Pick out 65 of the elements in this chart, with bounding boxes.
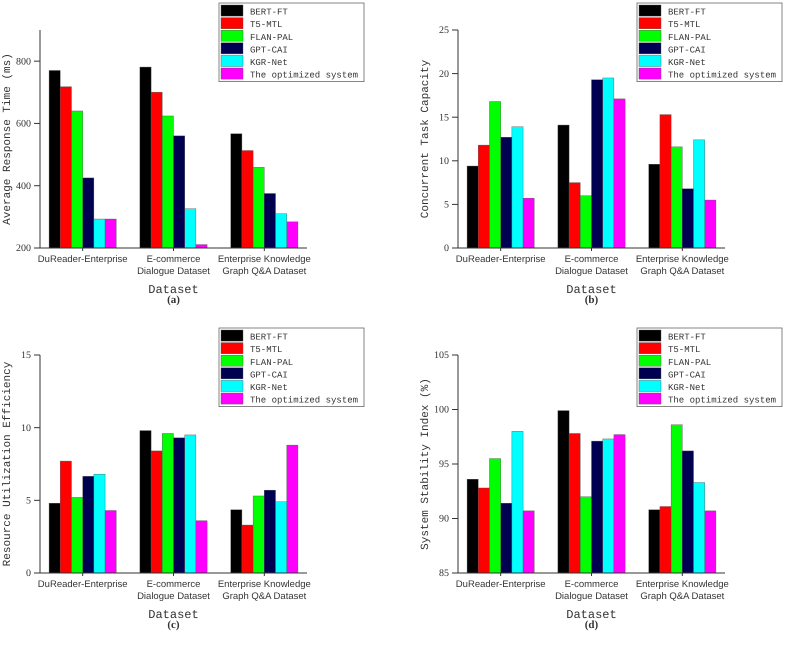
text: (a) — [167, 294, 180, 306]
legend-label: BERT-FT — [668, 8, 706, 18]
x-tick-label: DuReader-Enterprise — [38, 579, 128, 590]
legend-label: GPT-CAI — [668, 45, 706, 56]
x-tick-label: DuReader-Enterprise — [456, 254, 546, 265]
legend-label: GPT-CAI — [250, 45, 288, 56]
y-tick-label: 25 — [439, 25, 449, 36]
legend-label: FLAN-PAL — [250, 32, 294, 43]
legend-label: GPT-CAI — [668, 370, 706, 380]
legend-label: T5-MTL — [250, 345, 282, 356]
legend-label: KGR-Net — [250, 58, 288, 68]
y-tick-label: 5 — [26, 496, 31, 507]
legend-label: FLAN-PAL — [250, 358, 294, 368]
legend-label: BERT-FT — [250, 8, 288, 18]
x-axis-title: Dataset — [148, 283, 199, 297]
x-tick-label: DuReader-Enterprise — [38, 254, 128, 265]
legend-label: KGR-Net — [668, 58, 706, 68]
y-tick-label: 600 — [16, 118, 31, 130]
x-tick-label: Enterprise Knowledge Graph Q&A Dataset — [218, 579, 311, 602]
legend-label: FLAN-PAL — [668, 358, 712, 368]
x-axis-title: Dataset — [148, 608, 199, 622]
y-tick-label: 15 — [439, 112, 449, 124]
legend-label: GPT-CAI — [250, 370, 288, 380]
y-tick-label: 0 — [444, 243, 449, 254]
y-axis-title: Concurrent Task Capacity — [420, 59, 432, 218]
x-tick-label: E-commerce Dialogue Dataset — [555, 579, 628, 602]
y-tick-label: 10 — [439, 156, 449, 167]
y-tick-label: 0 — [26, 568, 31, 580]
y-tick-label: 400 — [16, 180, 31, 192]
y-axis-title: Average Response Time (ms) — [2, 53, 14, 225]
legend-label: The optimized system — [668, 70, 776, 81]
y-tick-label: 85 — [439, 568, 449, 580]
text: (d) — [584, 619, 599, 631]
legend-label: BERT-FT — [668, 332, 706, 343]
x-tick-label: E-commerce Dialogue Dataset — [137, 254, 210, 277]
y-tick-label: 5 — [444, 200, 449, 211]
legend-label: KGR-Net — [250, 383, 288, 393]
y-axis-title: Resource Utilization Efficiency — [2, 361, 14, 566]
y-tick-label: 105 — [434, 350, 449, 362]
legend-label: T5-MTL — [250, 20, 282, 30]
text: (c) — [167, 619, 180, 631]
legend-label: T5-MTL — [668, 345, 700, 356]
y-tick-label: 15 — [21, 350, 31, 362]
legend-label: The optimized system — [250, 70, 358, 81]
y-tick-label: 200 — [16, 243, 31, 254]
y-tick-label: 90 — [439, 514, 449, 525]
legend-label: FLAN-PAL — [668, 32, 712, 43]
y-tick-label: 10 — [21, 422, 31, 434]
y-axis-title: System Stability Index (%) — [420, 378, 432, 550]
y-tick-label: 800 — [16, 56, 31, 68]
y-tick-label: 100 — [434, 404, 449, 416]
y-tick-label: 95 — [439, 459, 449, 470]
x-tick-label: Enterprise Knowledge Graph Q&A Dataset — [218, 254, 311, 277]
legend-label: T5-MTL — [668, 20, 700, 30]
legend-label: The optimized system — [250, 396, 358, 406]
x-tick-label: E-commerce Dialogue Dataset — [555, 254, 628, 277]
x-tick-label: E-commerce Dialogue Dataset — [137, 579, 210, 602]
x-tick-label: Enterprise Knowledge Graph Q&A Dataset — [636, 579, 729, 602]
x-tick-label: Enterprise Knowledge Graph Q&A Dataset — [636, 254, 729, 277]
legend-label: BERT-FT — [250, 332, 288, 343]
legend-label: KGR-Net — [668, 383, 706, 393]
text: (b) — [584, 294, 599, 306]
x-tick-label: DuReader-Enterprise — [456, 579, 546, 590]
legend-label: The optimized system — [668, 396, 776, 406]
y-tick-label: 20 — [439, 68, 449, 80]
